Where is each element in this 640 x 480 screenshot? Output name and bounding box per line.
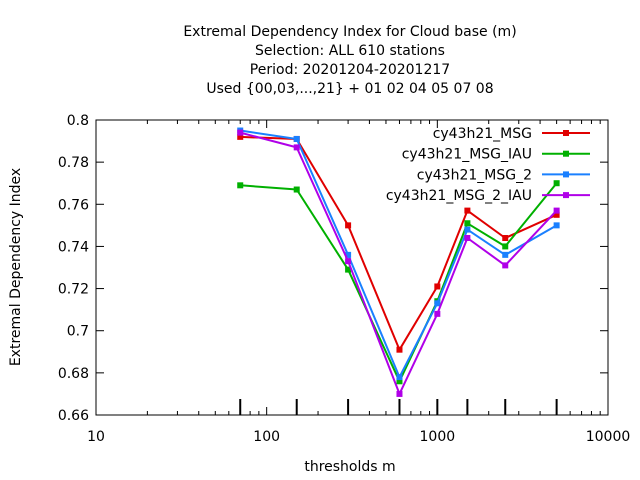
data-point	[237, 182, 244, 189]
chart-title: Extremal Dependency Index for Cloud base…	[183, 24, 516, 97]
threshold-markers	[239, 399, 558, 415]
data-point	[464, 235, 471, 241]
series-3	[237, 127, 560, 381]
series-line	[240, 129, 558, 379]
title-line-3: Period: 20201204-20201217	[250, 62, 450, 78]
y-tick-label: 0.68	[58, 366, 89, 382]
data-point	[464, 226, 471, 233]
x-tick-label: 1000	[420, 429, 456, 445]
data-point	[237, 129, 244, 136]
data-point	[396, 390, 403, 397]
y-axis-label: Extremal Dependency Index	[8, 168, 24, 366]
y-tick-label: 0.66	[58, 408, 89, 424]
data-point	[237, 133, 244, 140]
legend-marker	[563, 150, 569, 157]
data-point	[396, 374, 403, 381]
y-tick-label: 0.76	[58, 197, 89, 213]
data-point	[434, 283, 441, 290]
x-tick-label: 10000	[586, 429, 631, 445]
x-tick-label: 10	[87, 429, 105, 445]
data-point	[502, 262, 509, 269]
data-point	[434, 300, 441, 307]
series-layer	[237, 127, 560, 397]
series-2	[237, 180, 560, 385]
x-axis-label: thresholds m	[304, 459, 395, 475]
x-tick-label: 100	[253, 429, 280, 445]
data-point	[464, 220, 471, 227]
data-point	[434, 310, 441, 317]
data-point	[396, 378, 403, 385]
data-point	[502, 251, 509, 258]
y-tick-label: 0.8	[67, 113, 89, 129]
data-point	[345, 258, 352, 265]
legend-marker	[563, 171, 569, 178]
data-point	[553, 211, 560, 218]
y-tick-label: 0.7	[67, 324, 89, 340]
data-point	[502, 235, 509, 241]
data-point	[345, 266, 352, 273]
legend-marker	[563, 130, 569, 136]
legend-label: cy43h21_MSG	[433, 126, 532, 142]
title-line-4: Used {00,03,...,21} + 01 02 04 05 07 08	[206, 81, 493, 97]
data-point	[502, 243, 509, 250]
data-point	[553, 207, 560, 214]
y-tick-label: 0.74	[58, 239, 89, 255]
data-point	[464, 207, 471, 214]
data-point	[345, 222, 352, 229]
y-tick-label: 0.72	[58, 282, 89, 298]
data-point	[396, 346, 403, 353]
plot-frame	[95, 119, 609, 416]
data-point	[293, 144, 300, 151]
data-point	[553, 222, 560, 229]
y-tick-label: 0.78	[58, 155, 89, 171]
y-axis: 0.66 0.68 0.7 0.72 0.74 0.76 0.78 0.8	[58, 113, 608, 424]
legend-label: cy43h21_MSG_IAU	[402, 147, 532, 163]
x-axis: 10 100 1000 10000	[87, 120, 630, 445]
series-line	[240, 135, 558, 351]
data-point	[553, 180, 560, 187]
data-point	[345, 251, 352, 258]
data-point	[293, 135, 300, 142]
data-point	[293, 186, 300, 193]
legend-label: cy43h21_MSG_2_IAU	[386, 188, 532, 204]
legend-marker	[563, 192, 569, 199]
title-line-2: Selection: ALL 610 stations	[255, 43, 445, 59]
legend-label: cy43h21_MSG_2	[417, 167, 532, 183]
series-4	[237, 129, 560, 397]
series-line	[239, 131, 558, 395]
title-line-1: Extremal Dependency Index for Cloud base…	[183, 24, 516, 40]
legend: cy43h21_MSG cy43h21_MSG_IAU cy43h21_MSG_2c…	[386, 126, 590, 204]
